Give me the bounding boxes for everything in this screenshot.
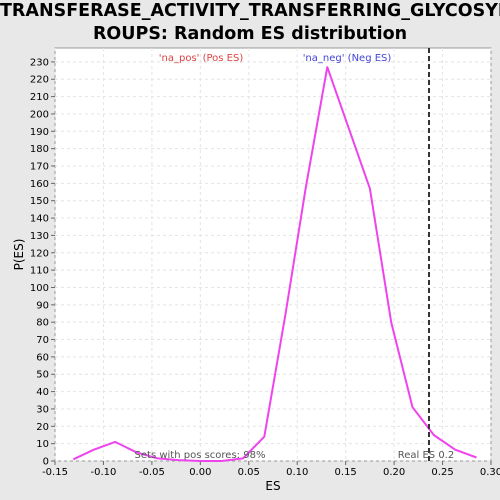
y-axis: 0 10 20 30 40 50 60 70 80 90 100 110 120 130 140 150 160… xyxy=(30,57,55,468)
y-tick-label: 230 xyxy=(30,57,49,68)
y-tick-label: 220 xyxy=(30,75,49,86)
x-tick-label: 0.20 xyxy=(383,467,405,478)
real-es-label: Real ES 0.2 xyxy=(398,450,454,461)
chart-title-line2: ROUPS: Random ES distribution xyxy=(92,24,408,44)
y-tick-label: 110 xyxy=(30,266,49,277)
chart-title-line1: TRANSFERASE_ACTIVITY_TRANSFERRING_GLYCOS… xyxy=(0,1,500,21)
grid xyxy=(54,48,492,462)
y-tick-label: 200 xyxy=(30,109,49,120)
y-tick-label: 150 xyxy=(30,196,49,207)
y-tick-label: 160 xyxy=(30,179,49,190)
x-tick-label: -0.05 xyxy=(139,467,165,478)
legend-pos: 'na_pos' (Pos ES) xyxy=(159,53,244,64)
y-tick-label: 130 xyxy=(30,231,49,242)
x-axis: -0.15 -0.10 -0.05 0.00 0.05 0.10 0.15 0.20 0.25 0… xyxy=(42,461,500,478)
y-tick-label: 140 xyxy=(30,214,49,225)
y-tick-label: 60 xyxy=(36,352,49,363)
series-line xyxy=(72,66,477,462)
x-tick-label: 0.15 xyxy=(335,467,357,478)
y-axis-label: P(ES) xyxy=(12,239,26,271)
y-tick-label: 100 xyxy=(30,283,49,294)
x-tick-label: 0.30 xyxy=(480,467,500,478)
x-tick-label: 0.25 xyxy=(431,467,453,478)
legend-neg: 'na_neg' (Neg ES) xyxy=(303,53,392,64)
y-tick-label: 80 xyxy=(36,318,49,329)
y-tick-label: 170 xyxy=(30,162,49,173)
y-tick-label: 20 xyxy=(36,422,49,433)
y-tick-label: 30 xyxy=(36,404,49,415)
y-tick-label: 210 xyxy=(30,92,49,103)
x-tick-label: 0.05 xyxy=(238,467,260,478)
pos-scores-annotation: Sets with pos scores: 98% xyxy=(135,450,266,461)
plot-area xyxy=(54,47,492,462)
x-tick-label: -0.15 xyxy=(42,467,68,478)
y-tick-label: 40 xyxy=(36,387,49,398)
y-tick-label: 50 xyxy=(36,370,49,381)
x-tick-label: -0.10 xyxy=(91,467,117,478)
x-axis-label: ES xyxy=(265,479,280,493)
y-tick-label: 190 xyxy=(30,127,49,138)
x-tick-label: 0.00 xyxy=(189,467,211,478)
y-tick-label: 10 xyxy=(36,439,49,450)
y-tick-label: 180 xyxy=(30,144,49,155)
y-tick-label: 90 xyxy=(36,300,49,311)
x-tick-label: 0.10 xyxy=(286,467,308,478)
y-tick-label: 120 xyxy=(30,248,49,259)
y-tick-label: 0 xyxy=(43,457,49,468)
y-tick-label: 70 xyxy=(36,335,49,346)
